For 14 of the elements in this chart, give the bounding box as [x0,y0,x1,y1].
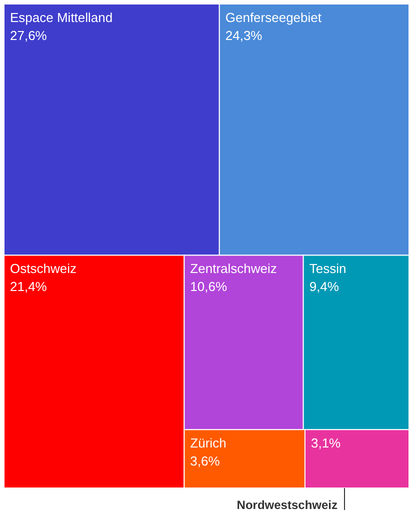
category-label: Espace Mittelland [10,10,113,25]
category-label: Tessin [309,261,346,276]
category-label: Nordwestschweiz [236,498,338,512]
data-label: 24,3% [225,28,263,43]
data-label: 3,1% [310,436,342,451]
category-label: Ostschweiz [10,261,76,276]
data-label: 21,4% [10,279,48,294]
data-label: 10,6% [190,279,228,294]
category-label: Genferseegebiet [225,10,322,25]
category-label: Zentralschweiz [190,261,277,276]
data-label: 9,4% [309,279,340,294]
category-label: Zürich [190,436,226,451]
data-label: 27,6% [10,28,48,43]
data-label: 3,6% [190,454,220,469]
